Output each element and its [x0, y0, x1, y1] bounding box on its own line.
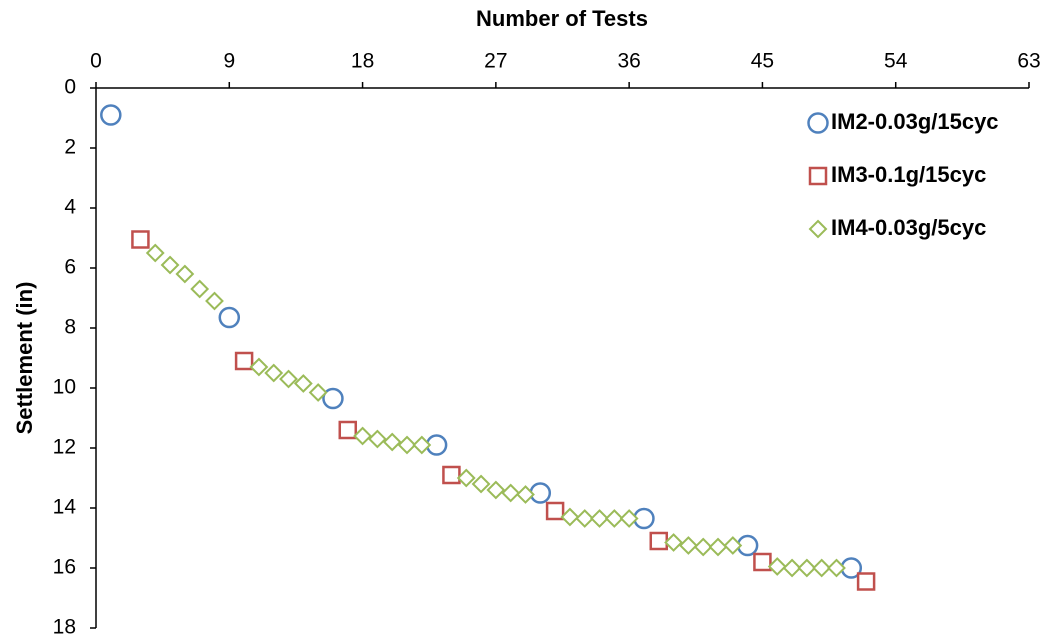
legend-marker [808, 219, 828, 239]
point [649, 531, 669, 551]
point [529, 482, 552, 504]
legend-marker [808, 166, 828, 186]
point [131, 230, 150, 249]
point [575, 509, 595, 528]
point [234, 351, 254, 371]
y-tick-label: 14 [53, 496, 77, 519]
point [338, 420, 358, 440]
x-tick-label: 54 [884, 50, 908, 73]
point [218, 306, 241, 329]
point [175, 264, 195, 284]
point [767, 557, 787, 576]
x-tick-label: 9 [223, 50, 235, 73]
point [100, 104, 122, 126]
point [516, 485, 535, 504]
point [293, 374, 313, 393]
point [560, 507, 580, 527]
point [678, 536, 698, 555]
point [590, 509, 609, 528]
x-tick-label: 36 [617, 50, 640, 73]
point [456, 468, 476, 488]
y-tick-label: 18 [53, 616, 76, 639]
y-tick-label: 2 [64, 136, 76, 159]
point [545, 501, 565, 521]
point [486, 480, 506, 500]
point [353, 426, 372, 446]
x-tick-label: 45 [751, 50, 774, 73]
x-tick-label: 18 [351, 50, 374, 73]
point [397, 435, 417, 455]
point [619, 509, 639, 528]
point [753, 552, 772, 572]
point [723, 536, 743, 555]
point [856, 572, 876, 591]
legend-label: IM4-0.03g/5cyc [831, 215, 986, 240]
legend-label: IM3-0.1g/15cyc [831, 162, 986, 187]
y-tick-label: 8 [64, 316, 76, 339]
point [827, 558, 846, 578]
x-tick-label: 63 [1017, 50, 1040, 73]
y-tick-label: 0 [64, 76, 76, 99]
x-tick-label: 0 [90, 50, 102, 73]
point [664, 533, 683, 552]
point [471, 474, 491, 494]
point [382, 432, 402, 452]
legend-label: IM2-0.03g/15cyc [831, 109, 999, 134]
legend-marker [807, 112, 829, 134]
x-axis-title: Number of Tests [476, 6, 648, 31]
point [308, 383, 328, 402]
y-tick-label: 6 [64, 256, 76, 279]
point [412, 435, 432, 455]
y-tick-label: 4 [64, 196, 76, 219]
point [279, 369, 298, 389]
point [797, 558, 817, 578]
point [693, 537, 713, 557]
point [812, 558, 832, 578]
point [782, 558, 802, 578]
point [501, 483, 521, 503]
point [442, 465, 461, 485]
y-axis-title: Settlement (in) [12, 282, 37, 435]
x-tick-label: 27 [484, 50, 507, 73]
point [205, 291, 224, 311]
point [708, 537, 728, 557]
point [249, 357, 269, 377]
y-tick-label: 12 [53, 436, 76, 459]
point [145, 243, 165, 263]
y-tick-label: 16 [53, 556, 76, 579]
point [264, 363, 284, 383]
y-tick-label: 10 [53, 376, 76, 399]
point [190, 279, 210, 299]
point [322, 387, 344, 410]
point [160, 255, 180, 275]
point [367, 429, 387, 449]
point [604, 509, 624, 528]
